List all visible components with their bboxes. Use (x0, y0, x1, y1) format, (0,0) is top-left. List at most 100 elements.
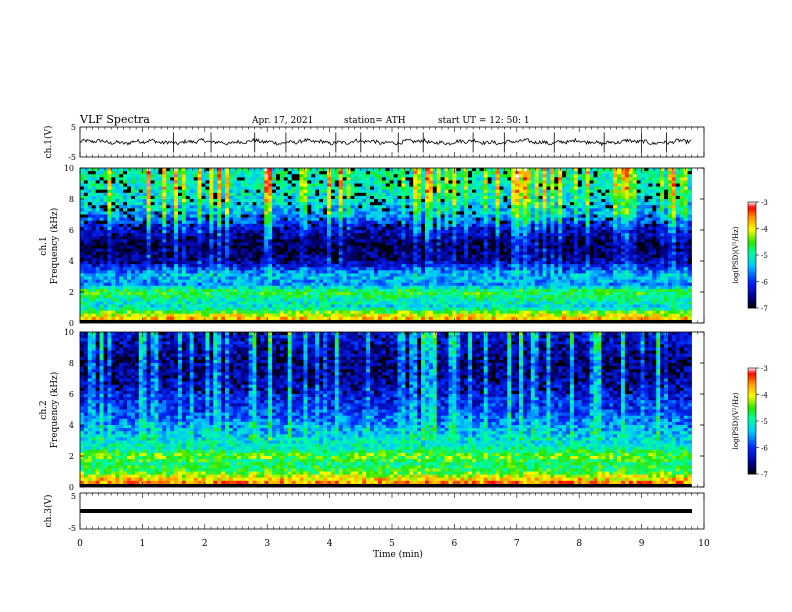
spectrogram-cell (228, 304, 234, 308)
spectrogram-cell (80, 214, 85, 218)
spectrogram-cell (99, 217, 104, 222)
spectrogram-cell (460, 270, 465, 274)
spectrogram-cell (417, 217, 422, 222)
spectrogram-cell (95, 245, 100, 249)
spectrogram-cell (138, 205, 144, 209)
spectrogram-cell (436, 301, 442, 305)
spectrogram-cell (362, 270, 367, 274)
spectrogram-cell (150, 310, 155, 315)
spectrogram-cell (291, 279, 296, 284)
spectrogram-cell (99, 239, 104, 243)
spectrogram-cell (346, 171, 351, 175)
spectrogram-cell (377, 248, 383, 253)
spectrogram-cell (389, 267, 394, 271)
spectrogram-cell (401, 257, 406, 262)
spectrogram-cell (146, 186, 151, 191)
spectrogram-cell (287, 174, 293, 178)
spectrogram-cell (154, 192, 159, 197)
spectrogram-cell (307, 261, 312, 265)
spectrogram-cell (389, 248, 394, 253)
spectrogram-cell (279, 202, 285, 206)
spectrogram-cell (166, 186, 171, 191)
spectrogram-cell (393, 183, 398, 187)
spectrogram-cell (150, 298, 155, 302)
spectrogram-cell (377, 189, 383, 194)
spectrogram-cell (417, 177, 422, 181)
spectrogram-cell (248, 304, 253, 308)
spectrogram-cell (393, 192, 398, 197)
spectrogram-cell (115, 251, 120, 256)
spectrogram-cell (272, 180, 277, 184)
spectrogram-cell (307, 186, 312, 191)
spectrogram-cell (95, 248, 100, 253)
spectrogram-cell (189, 177, 195, 181)
spectrogram-cell (217, 301, 222, 305)
spectrogram-cell (103, 285, 108, 290)
spectrogram-cell (197, 168, 202, 172)
spectrogram-cell (456, 292, 461, 296)
spectrogram-cell (268, 310, 273, 315)
spectrogram-cell (201, 298, 206, 302)
spectrogram-cell (83, 264, 89, 268)
spectrogram-cell (272, 217, 277, 222)
spectrogram-cell (444, 174, 449, 178)
spectrogram-cell (385, 279, 391, 284)
spectrogram-cell (127, 180, 132, 184)
spectrogram-cell (217, 223, 222, 228)
spectrogram-cell (205, 251, 210, 256)
spectrogram-cell (201, 202, 206, 206)
spectrogram-cell (272, 295, 277, 299)
spectrogram-cell (440, 310, 445, 315)
spectrogram-cell (358, 202, 363, 206)
spectrogram-cell (115, 189, 120, 194)
spectrogram-cell (185, 254, 191, 259)
spectrogram-cell (326, 267, 332, 271)
spectrogram-cell (393, 217, 398, 222)
spectrogram-cell (193, 230, 198, 234)
spectrogram-cell (205, 304, 210, 308)
spectrogram-cell (185, 307, 191, 311)
spectrogram-cell (366, 279, 371, 284)
spectrogram-cell (142, 273, 148, 277)
spectrogram-cell (119, 316, 124, 321)
spectrogram-cell (279, 264, 285, 268)
spectrogram-cell (464, 276, 469, 280)
spectrogram-cell (181, 310, 187, 315)
spectrogram-cell (272, 282, 277, 287)
spectrogram-cell (389, 301, 394, 305)
spectrogram-cell (87, 251, 93, 256)
spectrogram-cell (350, 304, 355, 308)
spectrogram-cell (146, 183, 151, 187)
spectrogram-cell (201, 261, 206, 265)
spectrogram-cell (142, 192, 148, 197)
spectrogram-cell (201, 211, 206, 215)
spectrogram-cell (252, 251, 257, 256)
spectrogram-cell (264, 301, 269, 305)
spectrogram-cell (185, 223, 191, 228)
spectrogram-cell (80, 254, 85, 259)
spectrogram-cell (389, 180, 394, 184)
spectrogram-cell (232, 292, 238, 296)
spectrogram-cell (350, 186, 355, 191)
spectrogram-cell (444, 276, 449, 280)
spectrogram-cell (107, 220, 112, 225)
spectrogram-cell (370, 264, 375, 268)
spectrogram-cell (127, 248, 132, 253)
spectrogram-cell (127, 261, 132, 265)
spectrogram-cell (311, 285, 316, 290)
spectrogram-cell (268, 288, 273, 293)
spectrogram-cell (272, 233, 277, 237)
spectrogram-cell (158, 214, 163, 218)
spectrogram-cell (115, 214, 120, 218)
spectrogram-cell (279, 279, 285, 284)
spectrogram-cell (370, 171, 375, 175)
spectrogram-cell (319, 186, 324, 191)
spectrogram-cell (326, 273, 332, 277)
spectrogram-cell (374, 211, 379, 215)
spectrogram-cell (232, 168, 238, 172)
spectrogram-cell (334, 239, 340, 243)
spectrogram-cell (130, 276, 136, 280)
spectrogram-cell (248, 313, 253, 318)
spectrogram-cell (95, 192, 100, 197)
spectrogram-cell (283, 245, 289, 249)
